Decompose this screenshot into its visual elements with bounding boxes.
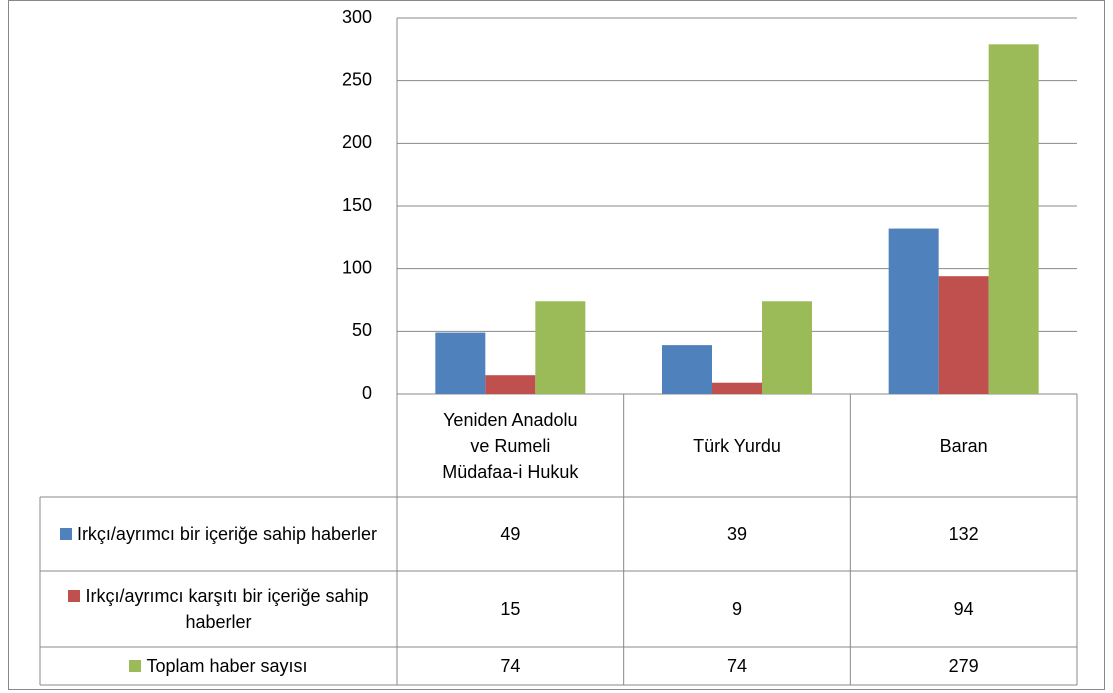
bar: [888, 228, 939, 394]
legend-cell: Irkçı/ayrımcı karşıtı bir içeriğe sahip …: [40, 571, 397, 647]
y-tick-label: 0: [362, 383, 372, 403]
legend-label: Irkçı/ayrımcı karşıtı bir içeriğe sahip …: [85, 586, 369, 632]
y-tick-label: 200: [342, 132, 372, 152]
bar: [762, 301, 812, 394]
legend-entry: Irkçı/ayrımcı bir içeriğe sahip haberler: [59, 521, 378, 547]
legend-label: Toplam haber sayısı: [146, 656, 308, 676]
bar: [662, 345, 712, 394]
table-value: 94: [953, 599, 974, 619]
chart-border: [8, 0, 1105, 690]
legend-swatch: [68, 590, 81, 602]
table-value: 132: [948, 524, 979, 544]
table-value: 39: [726, 524, 747, 544]
table-value: 279: [948, 656, 979, 676]
y-tick-label: 250: [342, 69, 372, 89]
y-tick-label: 150: [342, 195, 372, 215]
legend-cell: Irkçı/ayrımcı bir içeriğe sahip haberler: [40, 497, 397, 571]
legend-swatch: [59, 528, 72, 540]
category-label: Yeniden Anadolu ve Rumeli Müdafaa-i Huku…: [442, 409, 579, 482]
table-value: 74: [500, 656, 521, 676]
bar: [938, 276, 989, 394]
table-value: 9: [731, 599, 742, 619]
bar: [988, 44, 1039, 394]
table-value: 15: [500, 599, 521, 619]
y-tick-label: 300: [342, 7, 372, 27]
bar: [712, 382, 762, 394]
table-value: 49: [500, 524, 521, 544]
legend-label: Irkçı/ayrımcı bir içeriğe sahip haberler: [76, 524, 378, 544]
legend-swatch: [129, 660, 142, 672]
y-tick-label: 100: [342, 257, 372, 277]
bar: [485, 375, 536, 394]
category-label: Baran: [939, 435, 988, 456]
table-value: 74: [726, 656, 747, 676]
category-label: Türk Yurdu: [693, 435, 781, 456]
y-tick-label: 50: [352, 320, 372, 340]
bar: [435, 332, 486, 394]
legend-entry: Irkçı/ayrımcı karşıtı bir içeriğe sahip …: [48, 583, 389, 635]
legend-cell: Toplam haber sayısı: [40, 647, 397, 685]
legend-entry: Toplam haber sayısı: [129, 653, 308, 679]
bar: [535, 301, 586, 394]
